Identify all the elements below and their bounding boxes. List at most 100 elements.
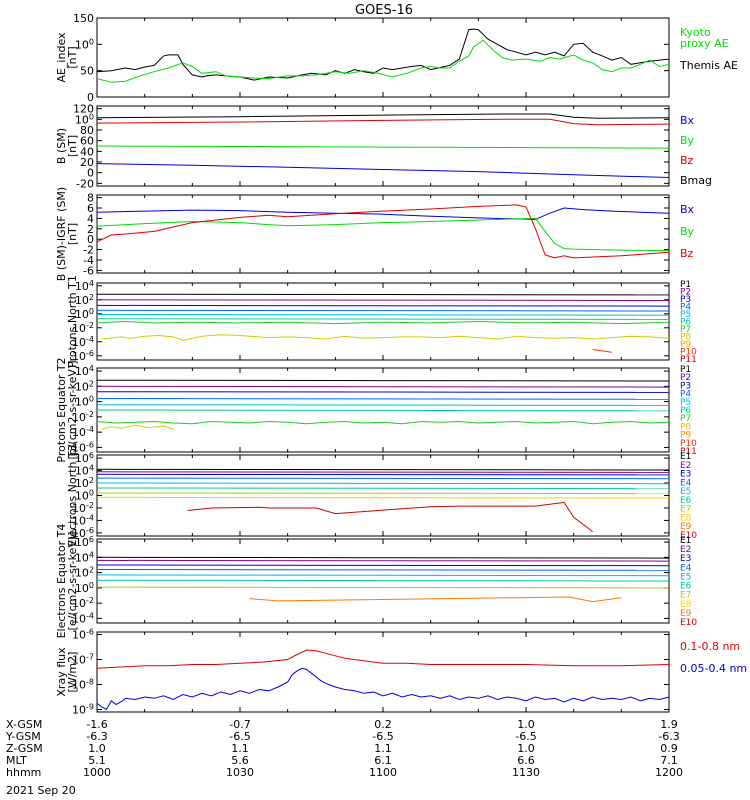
y-axis-title: [nT] <box>66 223 79 245</box>
legend-label: P9 <box>680 431 691 441</box>
legend-label: E2 <box>680 545 691 555</box>
y-tick-label: -6 <box>83 264 94 277</box>
legend-label: P11 <box>680 447 697 457</box>
y-axis-title: Electrons Equator T4 <box>55 524 68 639</box>
y-axis-title: [p/(cm2-s-sr-keV)] <box>66 360 79 459</box>
footer-value: 1.0 <box>517 742 535 755</box>
series-by <box>96 217 670 252</box>
series-p5 <box>96 314 670 316</box>
footer-value: -0.7 <box>229 718 250 731</box>
y-tick-label: 0 <box>87 91 94 104</box>
legend-label: P7 <box>680 325 691 335</box>
y-axis-title: [nT] <box>66 46 79 68</box>
footer-value: 1130 <box>512 766 540 779</box>
y-tick-label: 10-6 <box>72 440 94 454</box>
y-tick-label: -20 <box>76 177 94 190</box>
y-tick-label: 0 <box>87 233 94 246</box>
legend-label: E8 <box>680 513 692 523</box>
y-tick-label: 104 <box>75 364 94 378</box>
footer-value: -6.5 <box>372 730 393 743</box>
footer-value: 1000 <box>83 766 111 779</box>
legend-label: E2 <box>680 461 691 471</box>
legend-label: P2 <box>680 288 691 298</box>
y-tick-label: 10-2 <box>72 501 94 515</box>
y-tick-label: 10-6 <box>72 349 94 363</box>
legend-label: P3 <box>680 295 691 305</box>
y-tick-label: 40 <box>80 145 94 158</box>
series-bx <box>96 163 670 178</box>
y-tick-label: 102 <box>75 379 94 393</box>
legend-label: P5 <box>680 310 691 320</box>
y-axis-title: AE_index <box>55 32 68 83</box>
y-tick-label: 10-4 <box>72 513 94 527</box>
series-e7 <box>96 586 670 589</box>
legend-label: P4 <box>680 390 691 400</box>
legend-label: P3 <box>680 381 691 391</box>
y-tick-label: 102 <box>75 476 94 490</box>
y-tick-label: 120 <box>73 103 94 116</box>
legend-label: proxy AE <box>680 37 729 50</box>
y-tick-label: 106 <box>75 451 94 465</box>
y-axis-title: [nT] <box>66 135 79 157</box>
legend-label: P1 <box>680 280 691 290</box>
footer-value: 1.0 <box>88 742 106 755</box>
series-p3 <box>96 391 670 393</box>
y-tick-label: 10-4 <box>72 425 94 439</box>
footer-value: 1.1 <box>374 742 392 755</box>
series-p7 <box>96 320 670 325</box>
plot-frame <box>96 631 670 713</box>
y-tick-label: 106 <box>75 535 94 549</box>
legend-label: E3 <box>680 470 691 480</box>
series-by <box>96 145 670 149</box>
legend-label: Themis AE <box>679 59 738 72</box>
legend-label: E6 <box>680 582 692 592</box>
footer-value: 1200 <box>655 766 683 779</box>
series-p8 <box>101 334 670 341</box>
legend-label: E1 <box>680 452 691 462</box>
y-tick-label: 10-2 <box>72 410 94 424</box>
y-tick-label: 80 <box>80 124 94 137</box>
footer-value: -6.5 <box>515 730 536 743</box>
legend-label: E6 <box>680 496 692 506</box>
y-tick-label: 10-2 <box>72 596 94 610</box>
series-e5 <box>96 482 670 485</box>
legend-label: P8 <box>680 422 691 432</box>
footer-value: 6.6 <box>517 754 535 767</box>
y-tick-label: 60 <box>80 135 94 148</box>
legend-label: 0.1-0.8 nm <box>680 640 740 653</box>
legend-label: Bx <box>680 114 695 127</box>
y-tick-label: 10-6 <box>72 526 94 540</box>
y-tick-label: 102 <box>75 566 94 580</box>
y-tick-label: 104 <box>75 550 94 564</box>
series-themis-ae <box>96 28 670 81</box>
series-e2 <box>96 471 670 473</box>
footer-value: -1.6 <box>86 718 107 731</box>
legend-label: P1 <box>680 365 691 375</box>
legend-label: Bx <box>680 203 695 216</box>
y-tick-label: 0 <box>87 167 94 180</box>
y-tick-label: 104 <box>75 464 94 478</box>
legend-label: By <box>680 134 695 147</box>
y-axis-title: B (SM) <box>55 128 68 164</box>
series-0-1-0-8-nm <box>96 649 670 669</box>
series-e1 <box>96 468 670 471</box>
legend-label: Bmag <box>680 174 712 187</box>
series-p8 <box>101 424 174 430</box>
y-tick-label: 10-8 <box>72 678 94 692</box>
y-axis-title: [W/m2] <box>66 652 79 693</box>
y-tick-label: 4 <box>87 212 94 225</box>
series-e7 <box>96 492 670 495</box>
footer-value: 0.9 <box>660 742 678 755</box>
date-label: 2021 Sep 20 <box>6 784 76 797</box>
y-axis-title: Protons Equator T2 <box>55 357 68 462</box>
series-e4 <box>96 477 670 480</box>
legend-label: E1 <box>680 536 691 546</box>
legend-label: P10 <box>680 439 697 449</box>
legend-label: 0.05-0.4 nm <box>680 662 747 675</box>
series-bx <box>96 207 670 220</box>
series-bmag <box>96 113 670 119</box>
y-tick-label: 150 <box>73 12 94 25</box>
